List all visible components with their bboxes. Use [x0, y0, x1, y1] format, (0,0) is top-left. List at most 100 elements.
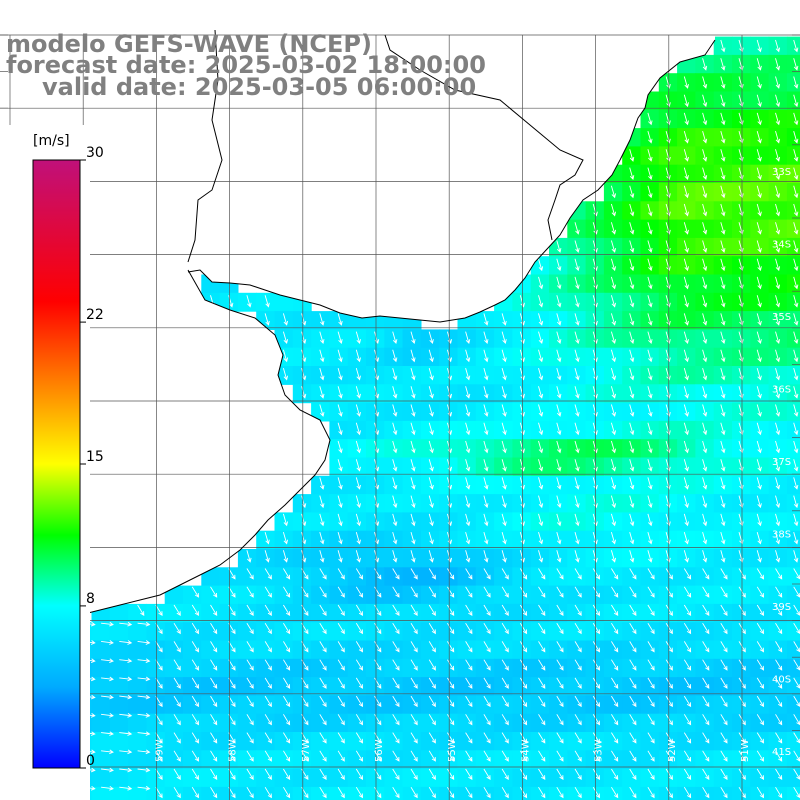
wind-arrow — [465, 604, 473, 616]
wind-arrow — [647, 149, 653, 162]
wind-arrow — [374, 750, 382, 762]
wind-arrow — [720, 714, 728, 726]
wind-cell — [530, 420, 550, 440]
wind-arrow — [428, 659, 436, 671]
wind-cell — [512, 677, 532, 696]
wind-arrow — [246, 659, 254, 671]
wind-arrow — [702, 695, 710, 708]
wind-arrow — [756, 167, 762, 180]
wind-arrow — [374, 732, 382, 744]
wind-cell — [164, 713, 184, 733]
wind-arrow — [501, 550, 507, 563]
wind-cell — [713, 73, 733, 93]
wind-cell — [128, 658, 147, 678]
wind-arrow — [683, 167, 689, 180]
wind-cell — [750, 750, 770, 770]
wind-cell — [457, 603, 477, 623]
wind-cell — [274, 750, 294, 770]
wind-cell — [713, 750, 733, 770]
wind-cell — [768, 146, 788, 166]
wind-arrow — [629, 732, 637, 744]
wind-cell — [146, 658, 166, 678]
wind-arrow — [519, 386, 525, 399]
wind-arrow — [465, 349, 471, 363]
wind-cell — [658, 768, 678, 788]
wind-arrow — [647, 550, 653, 563]
wind-arrow — [465, 677, 473, 689]
wind-arrow — [137, 694, 151, 700]
wind-arrow — [465, 695, 473, 708]
wind-cell — [384, 420, 404, 440]
wind-arrow — [355, 459, 361, 472]
wind-arrow — [647, 331, 653, 344]
wind-cell — [219, 567, 239, 587]
wind-arrow — [392, 768, 400, 780]
wind-cell — [128, 732, 147, 751]
wind-cell — [768, 640, 788, 660]
wind-arrow — [629, 459, 635, 472]
wind-cell — [311, 549, 330, 568]
wind-arrow — [483, 331, 489, 345]
wind-arrow — [574, 586, 582, 598]
wind-cell — [603, 695, 623, 715]
wind-cell — [292, 366, 312, 385]
wind-arrow — [574, 550, 580, 563]
wind-arrow — [410, 768, 418, 781]
wind-arrow — [647, 203, 653, 217]
wind-arrow — [574, 714, 582, 726]
wind-cell — [512, 402, 532, 422]
wind-arrow — [793, 331, 799, 344]
wind-arrow — [574, 459, 580, 472]
wind-cell — [732, 622, 751, 642]
wind-arrow — [538, 386, 544, 399]
wind-cell — [549, 402, 568, 422]
wind-arrow — [282, 313, 289, 326]
wind-cell — [750, 732, 770, 751]
wind-cell — [732, 73, 751, 93]
wind-cell — [91, 750, 111, 770]
wind-arrow — [556, 786, 564, 799]
wind-arrow — [647, 440, 653, 454]
wind-arrow — [483, 768, 491, 781]
wind-arrow — [556, 477, 562, 490]
wind-cell — [384, 567, 404, 587]
wind-arrow — [629, 695, 637, 708]
wind-cell — [457, 475, 477, 495]
wind-arrow — [191, 714, 199, 726]
wind-arrow — [119, 767, 133, 773]
wind-cell — [567, 494, 587, 513]
wind-arrow — [610, 513, 617, 527]
wind-arrow — [155, 641, 163, 653]
wind-cell — [201, 768, 221, 788]
wind-cell — [786, 109, 800, 129]
wind-arrow — [483, 550, 489, 563]
wind-cell — [677, 786, 696, 800]
wind-cell — [237, 750, 257, 770]
wind-arrow — [501, 659, 509, 671]
wind-cell — [256, 622, 276, 642]
wind-arrow — [392, 477, 398, 490]
wind-arrow — [410, 568, 418, 580]
wind-cell — [622, 677, 642, 696]
wind-cell — [786, 366, 800, 385]
wind-cell — [494, 622, 513, 642]
wind-arrow — [392, 677, 400, 689]
wind-arrow — [610, 203, 617, 217]
wind-arrow — [137, 604, 145, 617]
wind-arrow — [465, 714, 473, 726]
wind-arrow — [501, 422, 507, 436]
wind-arrow — [483, 404, 489, 417]
wind-arrow — [283, 622, 291, 635]
wind-arrow — [610, 531, 617, 545]
wind-cell — [237, 695, 257, 715]
wind-cell — [768, 768, 788, 788]
wind-arrow — [702, 531, 708, 545]
wind-arrow — [319, 404, 325, 417]
wind-arrow — [793, 295, 799, 308]
wind-arrow — [101, 767, 114, 773]
wind-cell — [201, 750, 221, 770]
wind-arrow — [683, 203, 689, 217]
wind-cell — [530, 439, 550, 459]
wind-cell — [402, 567, 422, 587]
wind-arrow — [683, 386, 689, 399]
